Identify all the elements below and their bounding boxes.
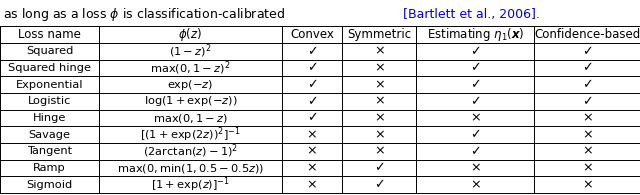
Text: Squared hinge: Squared hinge <box>8 63 91 73</box>
Text: [Bartlett et al., 2006].: [Bartlett et al., 2006]. <box>403 8 540 21</box>
Text: $[1+\exp(z)]^{-1}$: $[1+\exp(z)]^{-1}$ <box>151 176 230 194</box>
Text: ✓: ✓ <box>470 95 481 108</box>
Text: $\max(0, \min(1, 0.5-0.5z))$: $\max(0, \min(1, 0.5-0.5z))$ <box>116 161 264 175</box>
Text: ✓: ✓ <box>307 95 317 108</box>
Text: $(1-z)^2$: $(1-z)^2$ <box>169 43 212 60</box>
Text: Exponential: Exponential <box>16 80 83 90</box>
Text: Logistic: Logistic <box>28 96 71 106</box>
Text: $\exp(-z)$: $\exp(-z)$ <box>167 78 214 92</box>
Text: ×: × <box>374 78 385 91</box>
Text: ✓: ✓ <box>307 61 317 74</box>
Text: ×: × <box>307 145 317 158</box>
Text: ✓: ✓ <box>307 112 317 125</box>
Text: ✓: ✓ <box>582 95 593 108</box>
Text: ×: × <box>582 112 593 125</box>
Text: $\max(0, 1-z)$: $\max(0, 1-z)$ <box>153 112 228 125</box>
Text: ✓: ✓ <box>374 178 385 191</box>
Text: ×: × <box>374 95 385 108</box>
Text: ✓: ✓ <box>470 145 481 158</box>
Text: ✓: ✓ <box>470 78 481 91</box>
Text: Savage: Savage <box>29 130 70 140</box>
Text: $\phi(z)$: $\phi(z)$ <box>179 26 202 43</box>
Text: ✓: ✓ <box>307 78 317 91</box>
Text: ✓: ✓ <box>582 61 593 74</box>
Text: ×: × <box>307 128 317 141</box>
Text: Hinge: Hinge <box>33 113 67 123</box>
Text: Convex: Convex <box>290 28 334 41</box>
Text: Loss name: Loss name <box>18 28 81 41</box>
Text: Tangent: Tangent <box>27 146 72 156</box>
Text: ×: × <box>470 112 481 125</box>
Text: Confidence-based: Confidence-based <box>534 28 640 41</box>
Text: ✓: ✓ <box>470 45 481 58</box>
Text: ✓: ✓ <box>582 45 593 58</box>
Text: $(2\arctan(z)-1)^2$: $(2\arctan(z)-1)^2$ <box>143 143 238 160</box>
Text: ×: × <box>374 45 385 58</box>
Text: ×: × <box>582 128 593 141</box>
Text: $\max(0, 1-z)^2$: $\max(0, 1-z)^2$ <box>150 59 230 77</box>
Text: Sigmoid: Sigmoid <box>26 180 73 190</box>
Text: ×: × <box>582 178 593 191</box>
Text: Symmetric: Symmetric <box>347 28 412 41</box>
Text: ×: × <box>374 128 385 141</box>
Text: ×: × <box>582 161 593 175</box>
Text: ×: × <box>374 112 385 125</box>
Text: ×: × <box>374 61 385 74</box>
Text: ×: × <box>582 145 593 158</box>
Text: ✓: ✓ <box>582 78 593 91</box>
Text: ×: × <box>470 161 481 175</box>
Text: ✓: ✓ <box>470 128 481 141</box>
Text: ✓: ✓ <box>307 45 317 58</box>
Text: Estimating $\eta_1(\boldsymbol{x})$: Estimating $\eta_1(\boldsymbol{x})$ <box>426 26 524 43</box>
Text: $[(1+\exp(2z))^2]^{-1}$: $[(1+\exp(2z))^2]^{-1}$ <box>140 125 241 144</box>
Text: ×: × <box>470 178 481 191</box>
Text: $\log(1+\exp(-z))$: $\log(1+\exp(-z))$ <box>143 94 237 108</box>
Text: ×: × <box>307 178 317 191</box>
Text: ✓: ✓ <box>374 161 385 175</box>
Text: ×: × <box>374 145 385 158</box>
Text: Squared: Squared <box>26 46 74 56</box>
Text: as long as a loss $\phi$ is classification-calibrated: as long as a loss $\phi$ is classificati… <box>3 6 287 23</box>
Text: ×: × <box>307 161 317 175</box>
Text: ✓: ✓ <box>470 61 481 74</box>
Text: Ramp: Ramp <box>33 163 66 173</box>
